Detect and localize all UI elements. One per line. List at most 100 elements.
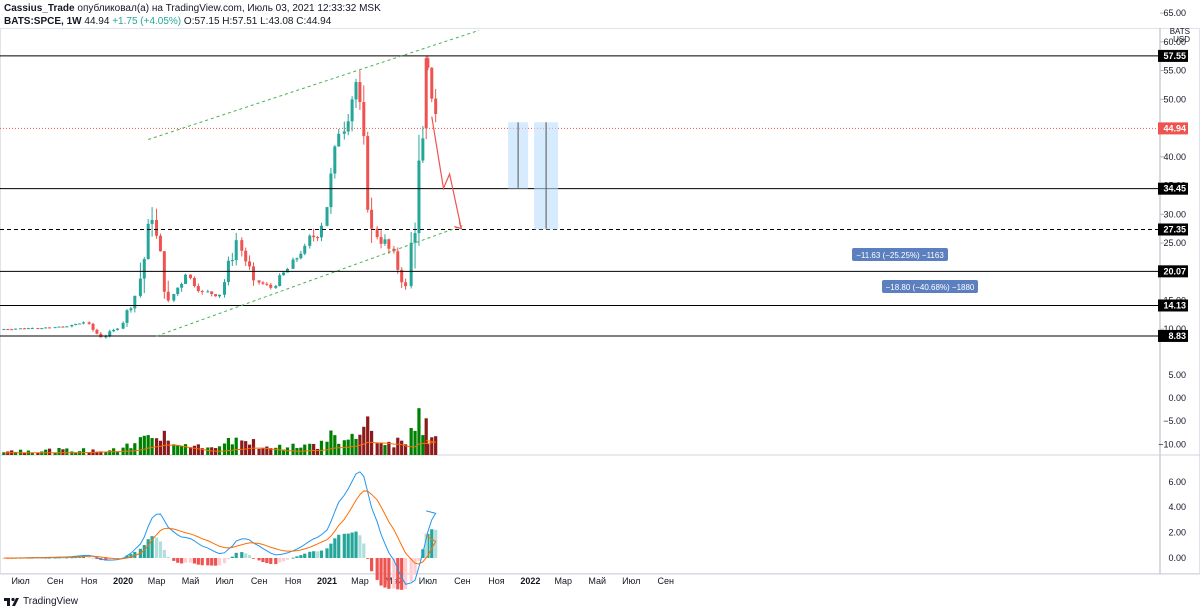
price-tick-label: 50.00 (1163, 94, 1186, 104)
candle-body (108, 331, 112, 336)
time-tick-label: 2021 (317, 576, 337, 586)
ohlc-close: C:44.94 (296, 16, 332, 27)
time-tick-label: Июл (419, 576, 437, 586)
macd-histogram-bar (295, 556, 299, 558)
volume-bar (247, 444, 252, 455)
candle-body (230, 260, 234, 262)
volume-bar (379, 442, 383, 455)
volume-bar (115, 451, 120, 455)
macd-histogram-bar (354, 531, 358, 558)
volume-bar (133, 443, 137, 455)
volume-bar (308, 443, 312, 455)
macd-histogram-bar (269, 558, 273, 564)
volume-bar (61, 449, 65, 455)
volume-bar (315, 448, 320, 455)
macd-histogram-bar (308, 551, 312, 558)
candle-body (400, 269, 404, 283)
tradingview-brand: TradingView (23, 596, 79, 607)
macd-histogram-bar (403, 558, 408, 590)
time-tick-label: 2020 (113, 576, 133, 586)
volume-bar (222, 443, 227, 455)
volume-bar (2, 452, 6, 455)
volume-bar (291, 443, 295, 455)
time-tick-label: Мар (351, 576, 369, 586)
candle-body (396, 251, 400, 270)
volume-bar (269, 448, 273, 455)
volume-tick-label: 0.00 (1168, 393, 1186, 403)
candle-body (166, 291, 170, 301)
macd-histogram-bar (342, 533, 346, 558)
candle-body (26, 328, 30, 330)
macd-histogram-bar (325, 548, 329, 558)
author-name[interactable]: Cassius_Trade (4, 3, 75, 14)
candle-body (274, 285, 278, 288)
macd-histogram-bar (217, 558, 222, 566)
time-tick-label: Ноя (285, 576, 302, 586)
candle-body (299, 253, 303, 259)
macd-histogram-bar (222, 558, 227, 564)
candle-body (200, 291, 204, 293)
level-label-box (1158, 122, 1188, 135)
ohlc-low: L:43.08 (260, 16, 294, 27)
macd-histogram-bar (424, 533, 428, 558)
level-label: 57.55 (1163, 51, 1186, 61)
volume-bar (362, 426, 366, 455)
volume-bar (150, 438, 154, 455)
macd-histogram-bar (281, 558, 286, 562)
volume-bar (403, 444, 408, 455)
price-tick-label: 30.00 (1163, 209, 1186, 219)
tradingview-logo[interactable]: TradingView (4, 596, 78, 607)
macd-histogram-bar (206, 558, 210, 566)
candle-body (10, 329, 14, 331)
candle-body (116, 328, 120, 330)
macd-tick-label: 2.00 (1168, 528, 1186, 538)
macd-histogram-bar (346, 533, 350, 558)
macd-signal-line (3, 490, 437, 565)
volume-bar (281, 449, 286, 455)
volume-bar (370, 430, 374, 455)
macd-histogram-bar (387, 558, 391, 589)
candle-body (129, 308, 133, 311)
candle-body (53, 327, 57, 329)
volume-bar (125, 443, 129, 455)
volume-bar (230, 444, 234, 455)
volume-bar (129, 448, 133, 455)
volume-bar (47, 448, 52, 455)
macd-histogram-bar (244, 553, 248, 558)
volume-bar (325, 441, 329, 455)
candle-body (23, 328, 26, 330)
macd-histogram-bar (133, 551, 137, 558)
candle-body (176, 287, 180, 295)
candle-body (48, 327, 52, 329)
volume-bar (22, 452, 27, 455)
volume-bar (180, 446, 184, 455)
candle-body (329, 173, 333, 208)
volume-bar (142, 435, 146, 455)
macd-histogram-bar (210, 558, 214, 566)
macd-histogram-bar (87, 557, 91, 558)
macd-histogram-bar (312, 551, 316, 558)
price-tick-label: 40.00 (1163, 152, 1186, 162)
candle-body (138, 278, 142, 296)
candle-body (265, 283, 269, 285)
macd-histogram-bar (247, 555, 252, 558)
candle-body (404, 282, 408, 287)
volume-bar (396, 437, 400, 455)
candle-body (19, 328, 23, 330)
macd-histogram-bar (196, 558, 200, 565)
macd-histogram-bar (108, 558, 112, 561)
candle-body (337, 133, 341, 147)
candle-body (350, 99, 354, 122)
ohlc-high: H:57.51 (222, 16, 258, 27)
candle-body (87, 322, 91, 324)
macd-histogram-bar (430, 529, 434, 558)
candle-body (192, 278, 196, 287)
macd-histogram-bar (333, 538, 337, 558)
candle-body (248, 261, 252, 267)
volume-bar (251, 439, 256, 455)
macd-line (3, 471, 437, 585)
candle-body (291, 259, 295, 269)
macd-histogram-bar (61, 557, 65, 559)
volume-bar (383, 445, 387, 455)
